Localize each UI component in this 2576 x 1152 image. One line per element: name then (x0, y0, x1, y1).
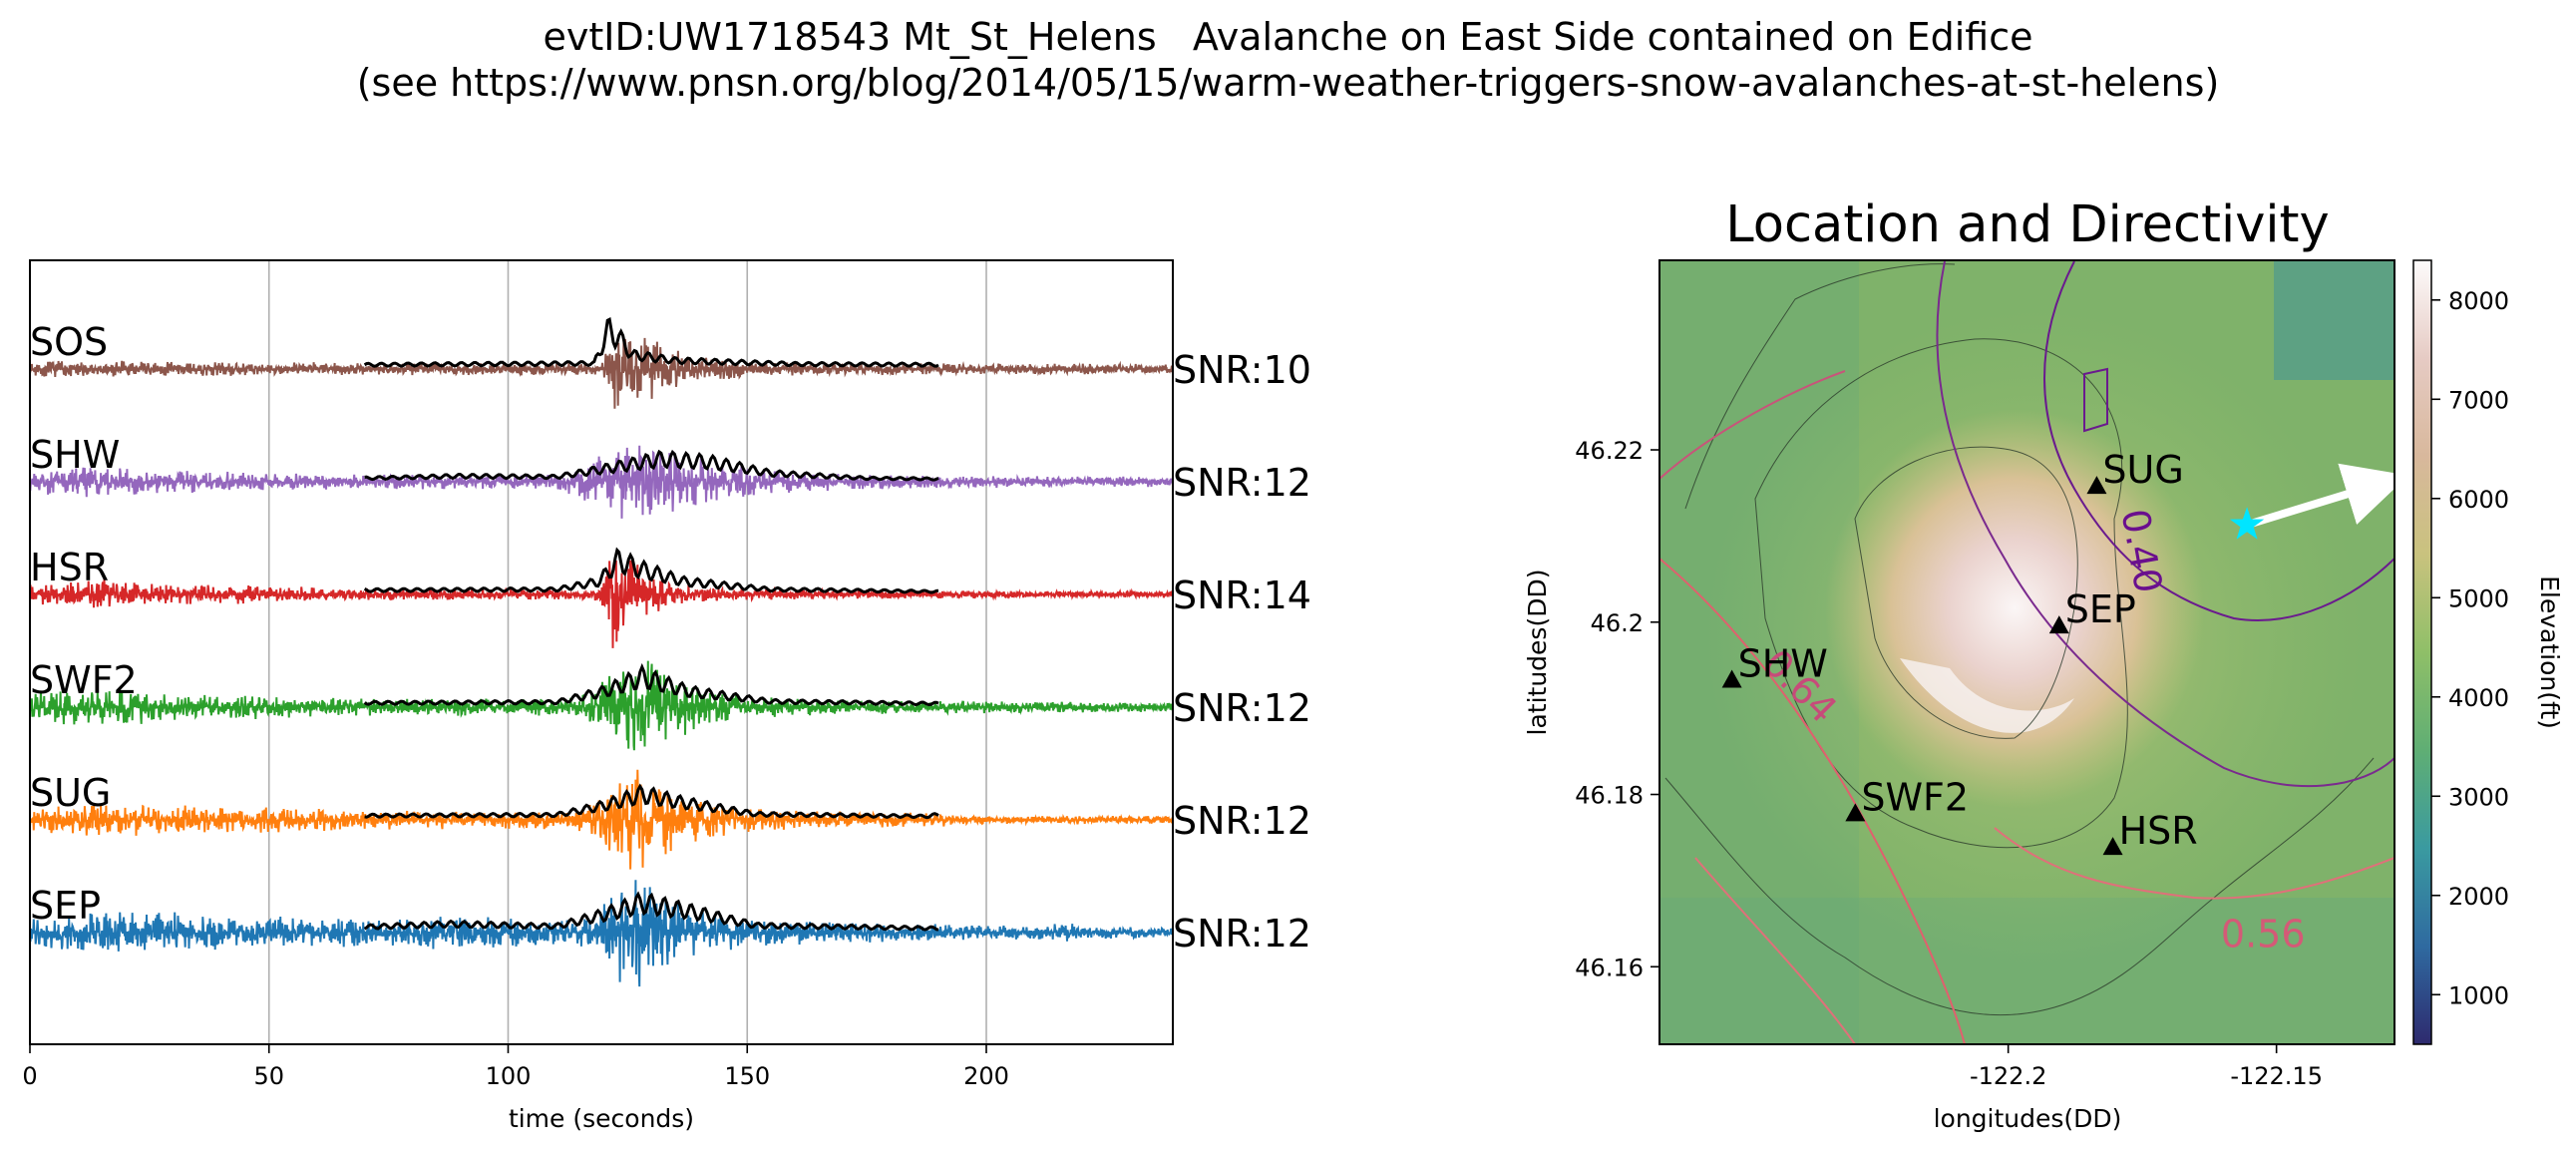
waveform-trace-shw (30, 445, 1173, 519)
envelope-hsr (363, 547, 939, 594)
colorbar-tick-label: 6000 (2448, 486, 2509, 514)
envelope-swf2 (363, 662, 939, 707)
waveform-axes-frame (29, 259, 1174, 1045)
waveform-x-axis-label: time (seconds) (509, 1104, 694, 1133)
x-tick-label: 150 (724, 1062, 770, 1090)
colorbar (2412, 259, 2432, 1045)
map-ticks: -122.2 -122.15 46.16 46.18 46.2 46.22 (1575, 437, 2323, 1090)
directivity-contour-064 (1659, 370, 1846, 480)
map-y-tick-label: 46.18 (1575, 782, 1644, 810)
colorbar-tick-label: 2000 (2448, 883, 2509, 911)
station-label-swf2: SWF2 (30, 658, 138, 702)
snr-label-shw: SNR:12 (1173, 461, 1311, 505)
directivity-contour-032 (2043, 260, 2394, 621)
colorbar-tick-label: 3000 (2448, 783, 2509, 811)
map-station-label-shw: SHW (1738, 642, 1828, 686)
x-tick-label: 0 (22, 1062, 37, 1090)
map-source-markers (2229, 463, 2394, 540)
map-y-tick-label: 46.2 (1591, 609, 1644, 637)
map-y-axis-label: latitudes(DD) (1523, 570, 1552, 736)
snr-label-sep: SNR:12 (1173, 912, 1311, 956)
x-tick-label: 100 (486, 1062, 532, 1090)
colorbar-tick-label: 1000 (2448, 981, 2509, 1009)
colorbar-ticks: 1000 2000 3000 4000 5000 6000 7000 8000 (2431, 287, 2509, 1009)
station-marker-swf2 (1845, 803, 1866, 822)
colorbar-tick-label: 7000 (2448, 386, 2509, 414)
directivity-contour-048 (1694, 827, 2394, 1044)
station-label-shw: SHW (30, 433, 120, 477)
station-marker-sep (2048, 615, 2069, 634)
station-marker-shw (1721, 669, 1742, 688)
waveform-station-labels: SOS SHW HSR SWF2 SUG SEP (30, 320, 138, 928)
envelope-shw (364, 449, 939, 482)
terrain-crater-rim (1900, 658, 2074, 733)
map-station-label-sug: SUG (2102, 448, 2183, 492)
colorbar-tick-label: 5000 (2448, 584, 2509, 612)
map-station-label-sep: SEP (2065, 587, 2136, 631)
map-station-label-swf2: SWF2 (1861, 775, 1969, 819)
terrain-edifice (1825, 409, 2204, 808)
map-panel: Location and Directivity 0.400.640.56 SU… (1523, 195, 2564, 1133)
envelope-sep (363, 891, 939, 932)
map-station-label-hsr: HSR (2119, 809, 2198, 853)
map-y-tick-label: 46.22 (1575, 437, 1644, 465)
directivity-arrow (2245, 463, 2394, 529)
envelope-sug (364, 783, 939, 820)
colorbar-label: Elevation(ft) (2535, 576, 2564, 729)
waveform-trace-sep (30, 880, 1173, 987)
waveform-trace-hsr (30, 560, 1173, 648)
colorbar-tick-label: 4000 (2448, 684, 2509, 712)
map-x-tick-label: -122.15 (2230, 1062, 2323, 1090)
waveform-gridlines (267, 260, 987, 1044)
directivity-contour-closed (2083, 367, 2108, 433)
elevation-contours (1664, 263, 2375, 1016)
map-x-tick-label: -122.2 (1970, 1062, 2046, 1090)
station-label-sug: SUG (30, 771, 111, 815)
waveform-snr-labels: SNR:10 SNR:12 SNR:14 SNR:12 SNR:12 SNR:12 (1173, 348, 1311, 956)
waveform-trace-sug (30, 769, 1173, 870)
map-station-markers: SUG SEP SHW SWF2 HSR (1721, 448, 2198, 856)
station-marker-sug (2086, 476, 2107, 495)
map-title: Location and Directivity (1725, 195, 2329, 254)
colorbar-tick-label: 8000 (2448, 287, 2509, 315)
station-marker-hsr (2102, 837, 2123, 856)
x-tick-label: 200 (963, 1062, 1009, 1090)
figure-title-line-2: (see https://www.pnsn.org/blog/2014/05/1… (356, 61, 2220, 105)
map-x-axis-label: longitudes(DD) (1934, 1104, 2122, 1133)
snr-label-sug: SNR:12 (1173, 799, 1311, 843)
waveform-x-ticks: 0 50 100 150 200 (22, 1044, 1009, 1090)
map-y-tick-label: 46.16 (1575, 954, 1644, 981)
snr-label-sos: SNR:10 (1173, 348, 1311, 392)
figure-title-line-1: evtID:UW1718543 Mt_St_Helens Avalanche o… (543, 15, 2033, 59)
snr-label-swf2: SNR:12 (1173, 686, 1311, 730)
source-star-icon (2229, 507, 2265, 540)
waveform-traces (30, 316, 1173, 987)
station-label-hsr: HSR (30, 546, 109, 589)
station-label-sep: SEP (30, 884, 101, 928)
x-tick-label: 50 (253, 1062, 284, 1090)
directivity-contour-056 (1659, 558, 1966, 1044)
waveform-trace-sos (30, 337, 1173, 409)
map-axes-frame (1658, 259, 2395, 1045)
directivity-contour-040 (1936, 260, 2394, 788)
envelope-sos (363, 316, 939, 368)
contour-label: 0.56 (2221, 912, 2306, 956)
terrain-ne-valley (2274, 260, 2394, 380)
station-label-sos: SOS (30, 320, 108, 364)
waveform-trace-swf2 (30, 660, 1173, 751)
snr-label-hsr: SNR:14 (1173, 574, 1311, 617)
